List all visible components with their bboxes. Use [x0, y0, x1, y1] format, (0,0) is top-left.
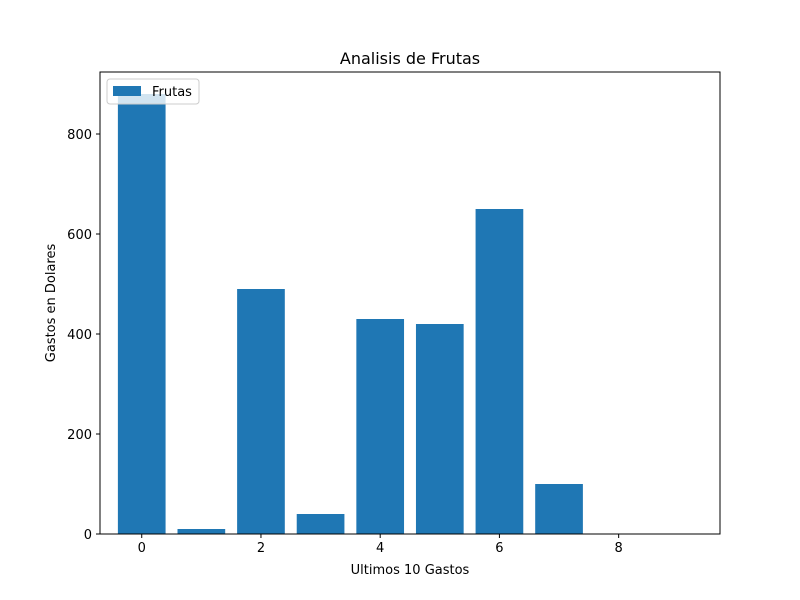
y-tick-label: 600: [67, 228, 92, 243]
x-tick-label: 2: [257, 541, 265, 556]
bar: [237, 289, 285, 534]
y-tick-label: 0: [84, 528, 92, 543]
y-tick-label: 800: [67, 128, 92, 143]
bar: [117, 94, 166, 534]
y-axis-label: Gastos en Dolares: [44, 244, 59, 363]
legend-label: Frutas: [152, 85, 192, 100]
x-tick-label: 4: [376, 541, 384, 556]
x-tick-label: 8: [615, 541, 623, 556]
bar: [475, 209, 524, 534]
y-axis: 0 200 400 600 800: [67, 128, 100, 543]
bar: [415, 324, 464, 534]
bar: [356, 319, 405, 534]
x-axis: 0 2 4 6 8: [138, 534, 623, 556]
bar: [296, 514, 345, 534]
legend-swatch: [113, 86, 141, 96]
bar: [535, 484, 583, 534]
plot-area: [117, 94, 583, 534]
chart-title: Analisis de Frutas: [340, 49, 480, 68]
x-tick-label: 0: [138, 541, 146, 556]
plot-frame: [99, 71, 721, 535]
legend-box: [106, 78, 200, 105]
x-axis-label: Ultimos 10 Gastos: [351, 563, 470, 578]
y-tick-label: 400: [67, 328, 92, 343]
x-tick-label: 6: [495, 541, 503, 556]
y-tick-label: 200: [67, 428, 92, 443]
legend: Frutas: [106, 78, 200, 105]
bar: [177, 529, 226, 534]
